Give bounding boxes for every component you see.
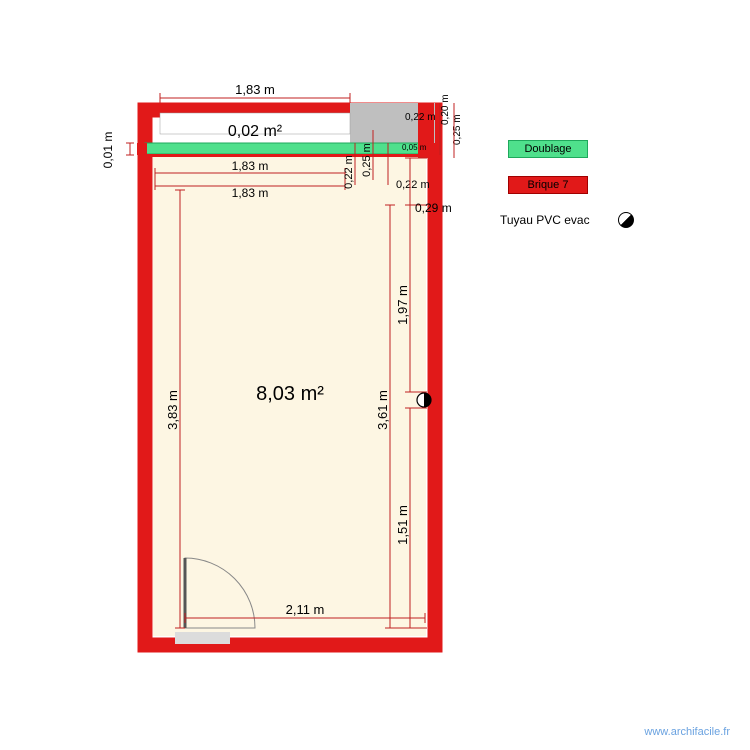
legend: Doublage Brique 7 Tuyau PVC evac	[500, 140, 700, 246]
brick-separator	[145, 154, 428, 157]
pvc-icon	[618, 212, 634, 228]
legend-label: Brique 7	[528, 179, 569, 191]
dim-h183a: 1,83 m	[232, 159, 269, 173]
legend-label: Doublage	[524, 143, 571, 155]
dim-bottom-211: 2,11 m	[286, 602, 325, 617]
dim-v383: 3,83 m	[165, 390, 180, 430]
brick-left-tick	[137, 143, 147, 155]
dim-v022b: 0,22 m	[396, 179, 430, 191]
dim-top-main: 1,83 m	[235, 82, 275, 97]
dim-v022a: 0,22 m	[343, 155, 355, 189]
dim-v197: 1,97 m	[395, 285, 410, 325]
dim-tr-005: 0,05 m	[402, 143, 427, 152]
dim-v029: 0,29 m	[415, 201, 452, 215]
bottom-opening	[175, 632, 230, 644]
legend-item-brique: Brique 7	[500, 176, 700, 194]
legend-item-doublage: Doublage	[500, 140, 700, 158]
legend-item-pvc: Tuyau PVC evac	[500, 212, 700, 228]
legend-label: Tuyau PVC evac	[500, 213, 610, 227]
watermark-link[interactable]: www.archifacile.fr	[644, 726, 730, 738]
dim-v151: 1,51 m	[395, 505, 410, 545]
small-room-area: 0,02 m²	[228, 123, 283, 140]
dim-v361: 3,61 m	[375, 390, 390, 430]
main-room-area: 8,03 m²	[256, 383, 324, 405]
dim-h183b: 1,83 m	[232, 186, 269, 200]
dim-v025: 0,25 m	[361, 143, 373, 177]
doublage-strip	[145, 143, 428, 154]
dim-left-small: 0,01 m	[101, 132, 115, 169]
pvc-circle	[417, 393, 431, 407]
dim-tr-022: 0,22 m	[405, 112, 436, 123]
dim-tr-020: 0,20 m	[440, 94, 451, 125]
